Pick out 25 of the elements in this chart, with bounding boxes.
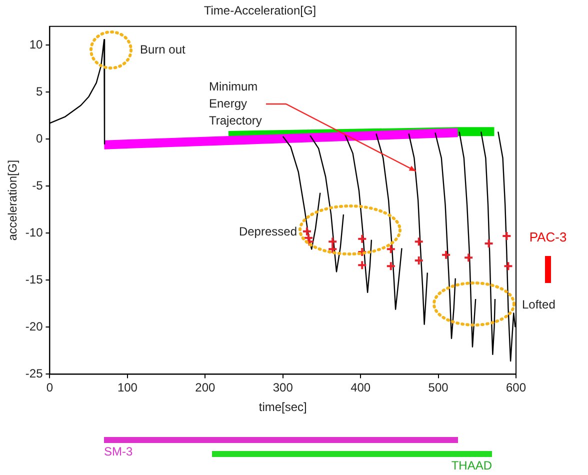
y-tick-label: -5 bbox=[32, 178, 44, 193]
x-axis-title: time[sec] bbox=[258, 400, 307, 414]
text: Lofted bbox=[522, 297, 556, 312]
annotation: Depressed bbox=[238, 224, 297, 238]
text: PAC-3 bbox=[529, 230, 567, 245]
annotation: Burn out bbox=[140, 42, 186, 56]
x-tick-label: 200 bbox=[195, 380, 216, 395]
y-tick-label: 10 bbox=[29, 38, 44, 52]
x-tick-label: 0 bbox=[46, 380, 54, 395]
chart-title: Time-Acceleration[G] bbox=[204, 4, 316, 18]
y-tick-label: 0 bbox=[36, 132, 44, 146]
y-tick-label: -25 bbox=[25, 366, 44, 381]
x-tick-label: 300 bbox=[272, 380, 294, 395]
text: THAAD bbox=[451, 458, 492, 472]
x-tick-label: 600 bbox=[506, 380, 526, 395]
y-axis-title: acceleration[G] bbox=[6, 160, 20, 241]
y-tick-label: -20 bbox=[25, 320, 44, 334]
y-tick-label: 5 bbox=[36, 84, 44, 99]
x-tick-label: 500 bbox=[428, 380, 449, 395]
x-tick-label: 100 bbox=[117, 380, 138, 395]
y-tick-label: -15 bbox=[25, 272, 44, 287]
annotation: Minimum Energy Trajectory bbox=[209, 79, 262, 128]
x-tick-label: 400 bbox=[350, 380, 371, 395]
text: SM-3 bbox=[104, 444, 133, 458]
y-tick-label: -10 bbox=[25, 226, 44, 240]
